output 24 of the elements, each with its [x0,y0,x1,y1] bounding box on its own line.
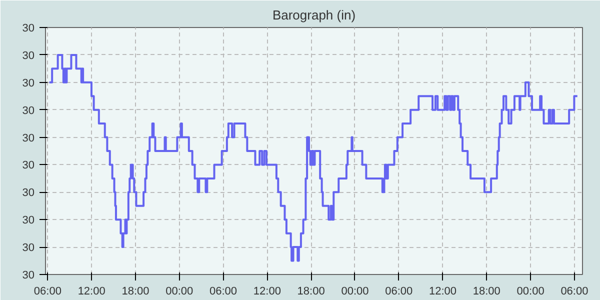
text: 30 [22,50,35,62]
x-tick-label: 00:00 [516,286,544,298]
text: 30 [22,77,35,90]
x-tick-label: 00:00 [341,286,369,298]
x-tick-label: 06:00 [210,286,238,298]
text: 30 [22,187,35,200]
x-tick-label: 12:00 [78,286,106,298]
x-tick-label: 06:00 [385,286,413,298]
text: 30 [22,22,35,34]
x-tick-label: 06:00 [560,286,588,298]
x-tick-label: 00:00 [166,286,194,298]
text: 30 [22,160,35,172]
x-tick-label: 18:00 [122,286,150,298]
x-tick-label: 06:00 [34,286,62,298]
x-tick-label: 18:00 [297,286,325,298]
text: 30 [22,270,35,282]
text: 30 [22,214,35,227]
text: 30 [22,132,35,144]
x-tick-label: 18:00 [472,286,500,298]
chart-title: Barograph (in) [272,8,356,22]
text: 30 [22,104,35,117]
text: 30 [22,242,35,254]
x-tick-label: 12:00 [253,286,281,298]
x-tick-label: 12:00 [429,286,457,298]
